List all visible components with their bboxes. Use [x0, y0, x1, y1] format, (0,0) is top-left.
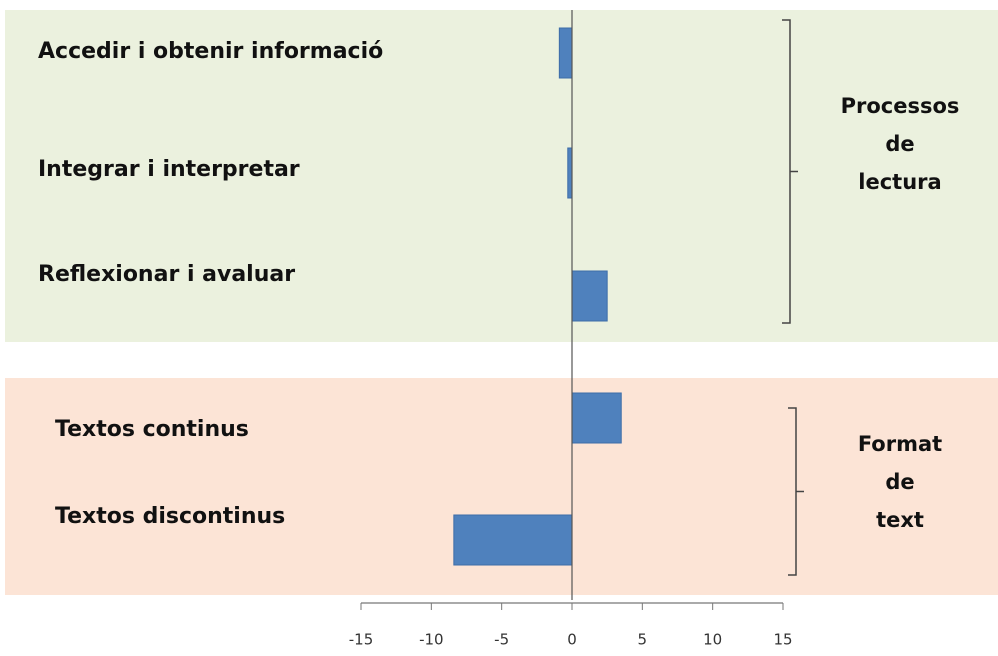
group-label: de [885, 470, 914, 494]
category-label: Integrar i interpretar [38, 157, 300, 182]
bar [571, 392, 622, 444]
bar [558, 27, 573, 79]
group-panel [5, 10, 998, 342]
x-tick-label: 5 [638, 631, 648, 649]
x-tick-label: 15 [773, 631, 792, 649]
category-label: Textos continus [55, 417, 249, 442]
group-label: de [885, 132, 914, 156]
x-tick-label: 10 [703, 631, 722, 649]
group-label: Format [858, 432, 942, 456]
group-label: lectura [858, 170, 941, 194]
group-label: text [876, 508, 924, 532]
x-tick-label: 0 [567, 631, 577, 649]
category-label: Reflexionar i avaluar [38, 262, 295, 287]
bar [453, 514, 573, 566]
x-tick-label: -5 [494, 631, 509, 649]
category-label: Textos discontinus [55, 504, 285, 529]
x-tick-label: -15 [349, 631, 374, 649]
category-label: Accedir i obtenir informació [38, 39, 383, 64]
group-bracket [788, 407, 804, 576]
group-label: Processos [841, 94, 960, 118]
bar [567, 147, 573, 199]
bar [571, 270, 608, 322]
x-tick-label: -10 [419, 631, 444, 649]
group-bracket [782, 19, 798, 324]
